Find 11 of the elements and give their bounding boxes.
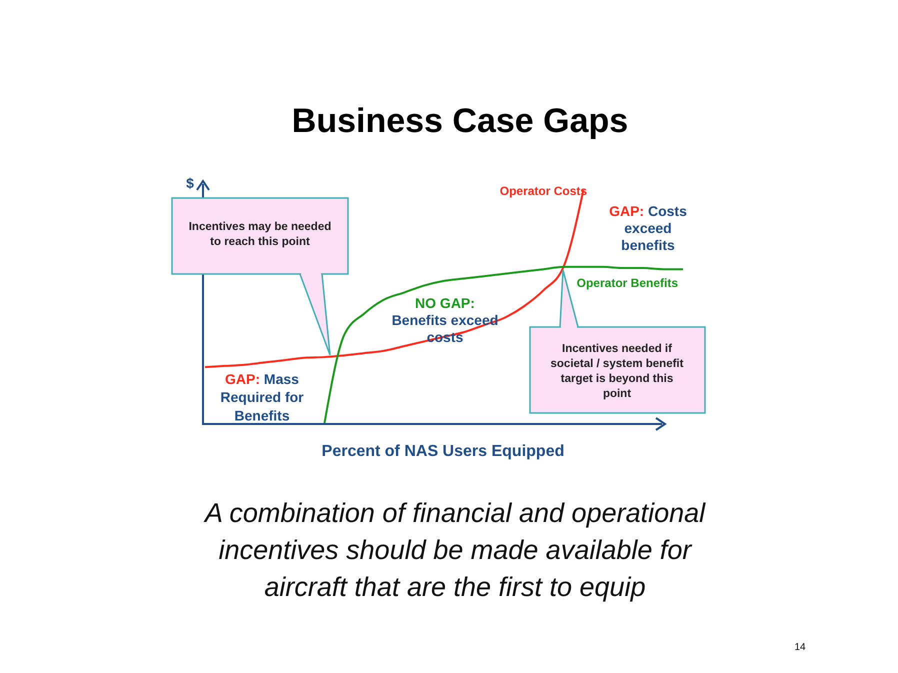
annotation: GAP: Mass Required for Benefits — [220, 371, 304, 424]
annotation: GAP: Costs exceed benefits — [609, 203, 688, 253]
y-axis-title: $ — [186, 175, 194, 191]
text: A combination of financial and operational incentives should be made available for aircraft that are the first to equip — [202, 498, 706, 602]
annotation: Incentives needed if societal / system benefit target is beyond this point — [550, 343, 684, 400]
series-label: Operator Costs — [500, 184, 588, 198]
annotation: Incentives may be needed to reach this point — [188, 221, 332, 248]
x-axis-title: Percent of NAS Users Equipped — [322, 443, 564, 460]
series-label: Operator Benefits — [576, 276, 678, 290]
text: 14 — [794, 642, 806, 653]
chart-title: Business Case Gaps — [292, 102, 628, 140]
